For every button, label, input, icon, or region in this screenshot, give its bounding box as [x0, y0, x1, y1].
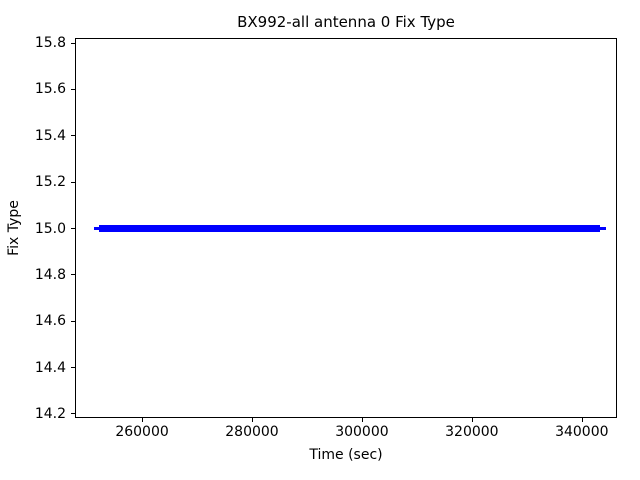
x-tick-label: 320000 — [445, 424, 499, 440]
y-tick-label: 15.8 — [34, 35, 66, 52]
chart-title: BX992-all antenna 0 Fix Type — [237, 13, 455, 31]
y-tick-label: 14.2 — [34, 405, 66, 422]
y-tick-mark — [71, 42, 75, 44]
fix-type-line-right-marker — [599, 226, 606, 230]
y-tick-label: 14.4 — [34, 359, 66, 376]
y-tick-mark — [71, 228, 75, 229]
x-tick-label: 340000 — [555, 424, 609, 440]
fix-type-line-left-marker — [94, 226, 100, 230]
y-tick-mark — [71, 181, 75, 183]
y-tick-label: 14.8 — [34, 266, 66, 283]
y-tick-label: 15.0 — [34, 220, 66, 237]
y-tick-mark — [71, 367, 75, 369]
x-tick-mark — [471, 418, 473, 422]
y-tick-label: 15.6 — [34, 81, 66, 98]
fix-type-line — [99, 224, 600, 232]
x-tick-mark — [142, 418, 144, 422]
x-tick-label: 260000 — [115, 424, 169, 440]
y-tick-mark — [71, 413, 75, 415]
x-axis-label: Time (sec) — [309, 447, 383, 463]
y-tick-label: 15.4 — [34, 127, 66, 144]
y-tick-mark — [71, 135, 75, 137]
x-tick-mark — [252, 418, 253, 422]
y-tick-mark — [71, 88, 75, 90]
x-tick-label: 300000 — [335, 424, 389, 440]
x-tick-label: 280000 — [225, 424, 279, 440]
y-tick-label: 14.6 — [34, 313, 66, 330]
y-tick-label: 15.2 — [34, 174, 66, 191]
y-tick-mark — [71, 274, 75, 276]
x-tick-mark — [581, 418, 583, 422]
y-tick-mark — [71, 320, 75, 322]
y-axis-label: Fix Type — [6, 200, 22, 256]
x-tick-mark — [361, 418, 363, 422]
